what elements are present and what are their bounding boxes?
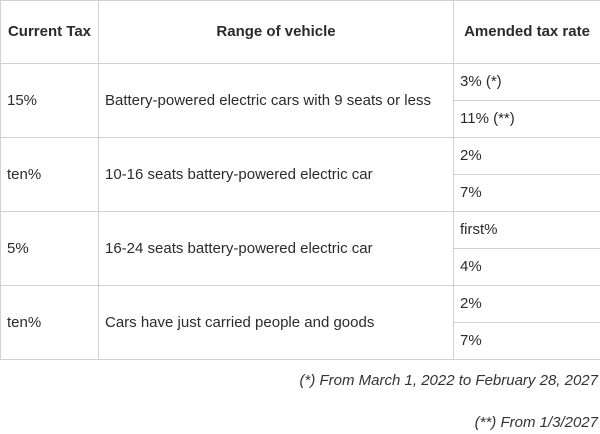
header-range-of-vehicle: Range of vehicle — [98, 0, 454, 64]
header-amended-tax-rate: Amended tax rate — [453, 0, 600, 64]
vehicle-range-cell: Cars have just carried people and goods — [98, 285, 454, 360]
table-row: 5% 16-24 seats battery-powered electric … — [0, 211, 600, 286]
table-row: 11% (**) — [1, 100, 600, 138]
tax-rate-table: Current Tax Range of vehicle Amended tax… — [0, 0, 600, 360]
current-tax-cell: 15% — [0, 63, 99, 138]
table-row: 7% — [1, 174, 600, 212]
footnote-1: (*) From March 1, 2022 to February 28, 2… — [299, 372, 598, 389]
amended-rate-cell: 2% — [453, 137, 600, 175]
amended-rate-cell: 7% — [453, 322, 600, 360]
table-row: ten% 10-16 seats battery-powered electri… — [0, 137, 600, 212]
amended-rate-cell: 7% — [453, 174, 600, 212]
header-current-tax: Current Tax — [0, 0, 99, 64]
table-row: 7% — [1, 322, 600, 360]
table-row: 15% Battery-powered electric cars with 9… — [0, 63, 600, 138]
vehicle-range-cell: 10-16 seats battery-powered electric car — [98, 137, 454, 212]
current-tax-cell: ten% — [0, 137, 99, 212]
vehicle-range-cell: 16-24 seats battery-powered electric car — [98, 211, 454, 286]
current-tax-cell: ten% — [0, 285, 99, 360]
amended-rate-cell: first% — [453, 211, 600, 249]
amended-rate-cell: 2% — [453, 285, 600, 323]
footnote-2: (**) From 1/3/2027 — [474, 414, 598, 431]
amended-rate-cell: 11% (**) — [453, 100, 600, 138]
current-tax-cell: 5% — [0, 211, 99, 286]
table-header-row: Current Tax Range of vehicle Amended tax… — [0, 0, 600, 64]
amended-rate-cell: 4% — [453, 248, 600, 286]
table-row: ten% Cars have just carried people and g… — [0, 285, 600, 360]
vehicle-range-cell: Battery-powered electric cars with 9 sea… — [98, 63, 454, 138]
amended-rate-cell: 3% (*) — [453, 63, 600, 101]
